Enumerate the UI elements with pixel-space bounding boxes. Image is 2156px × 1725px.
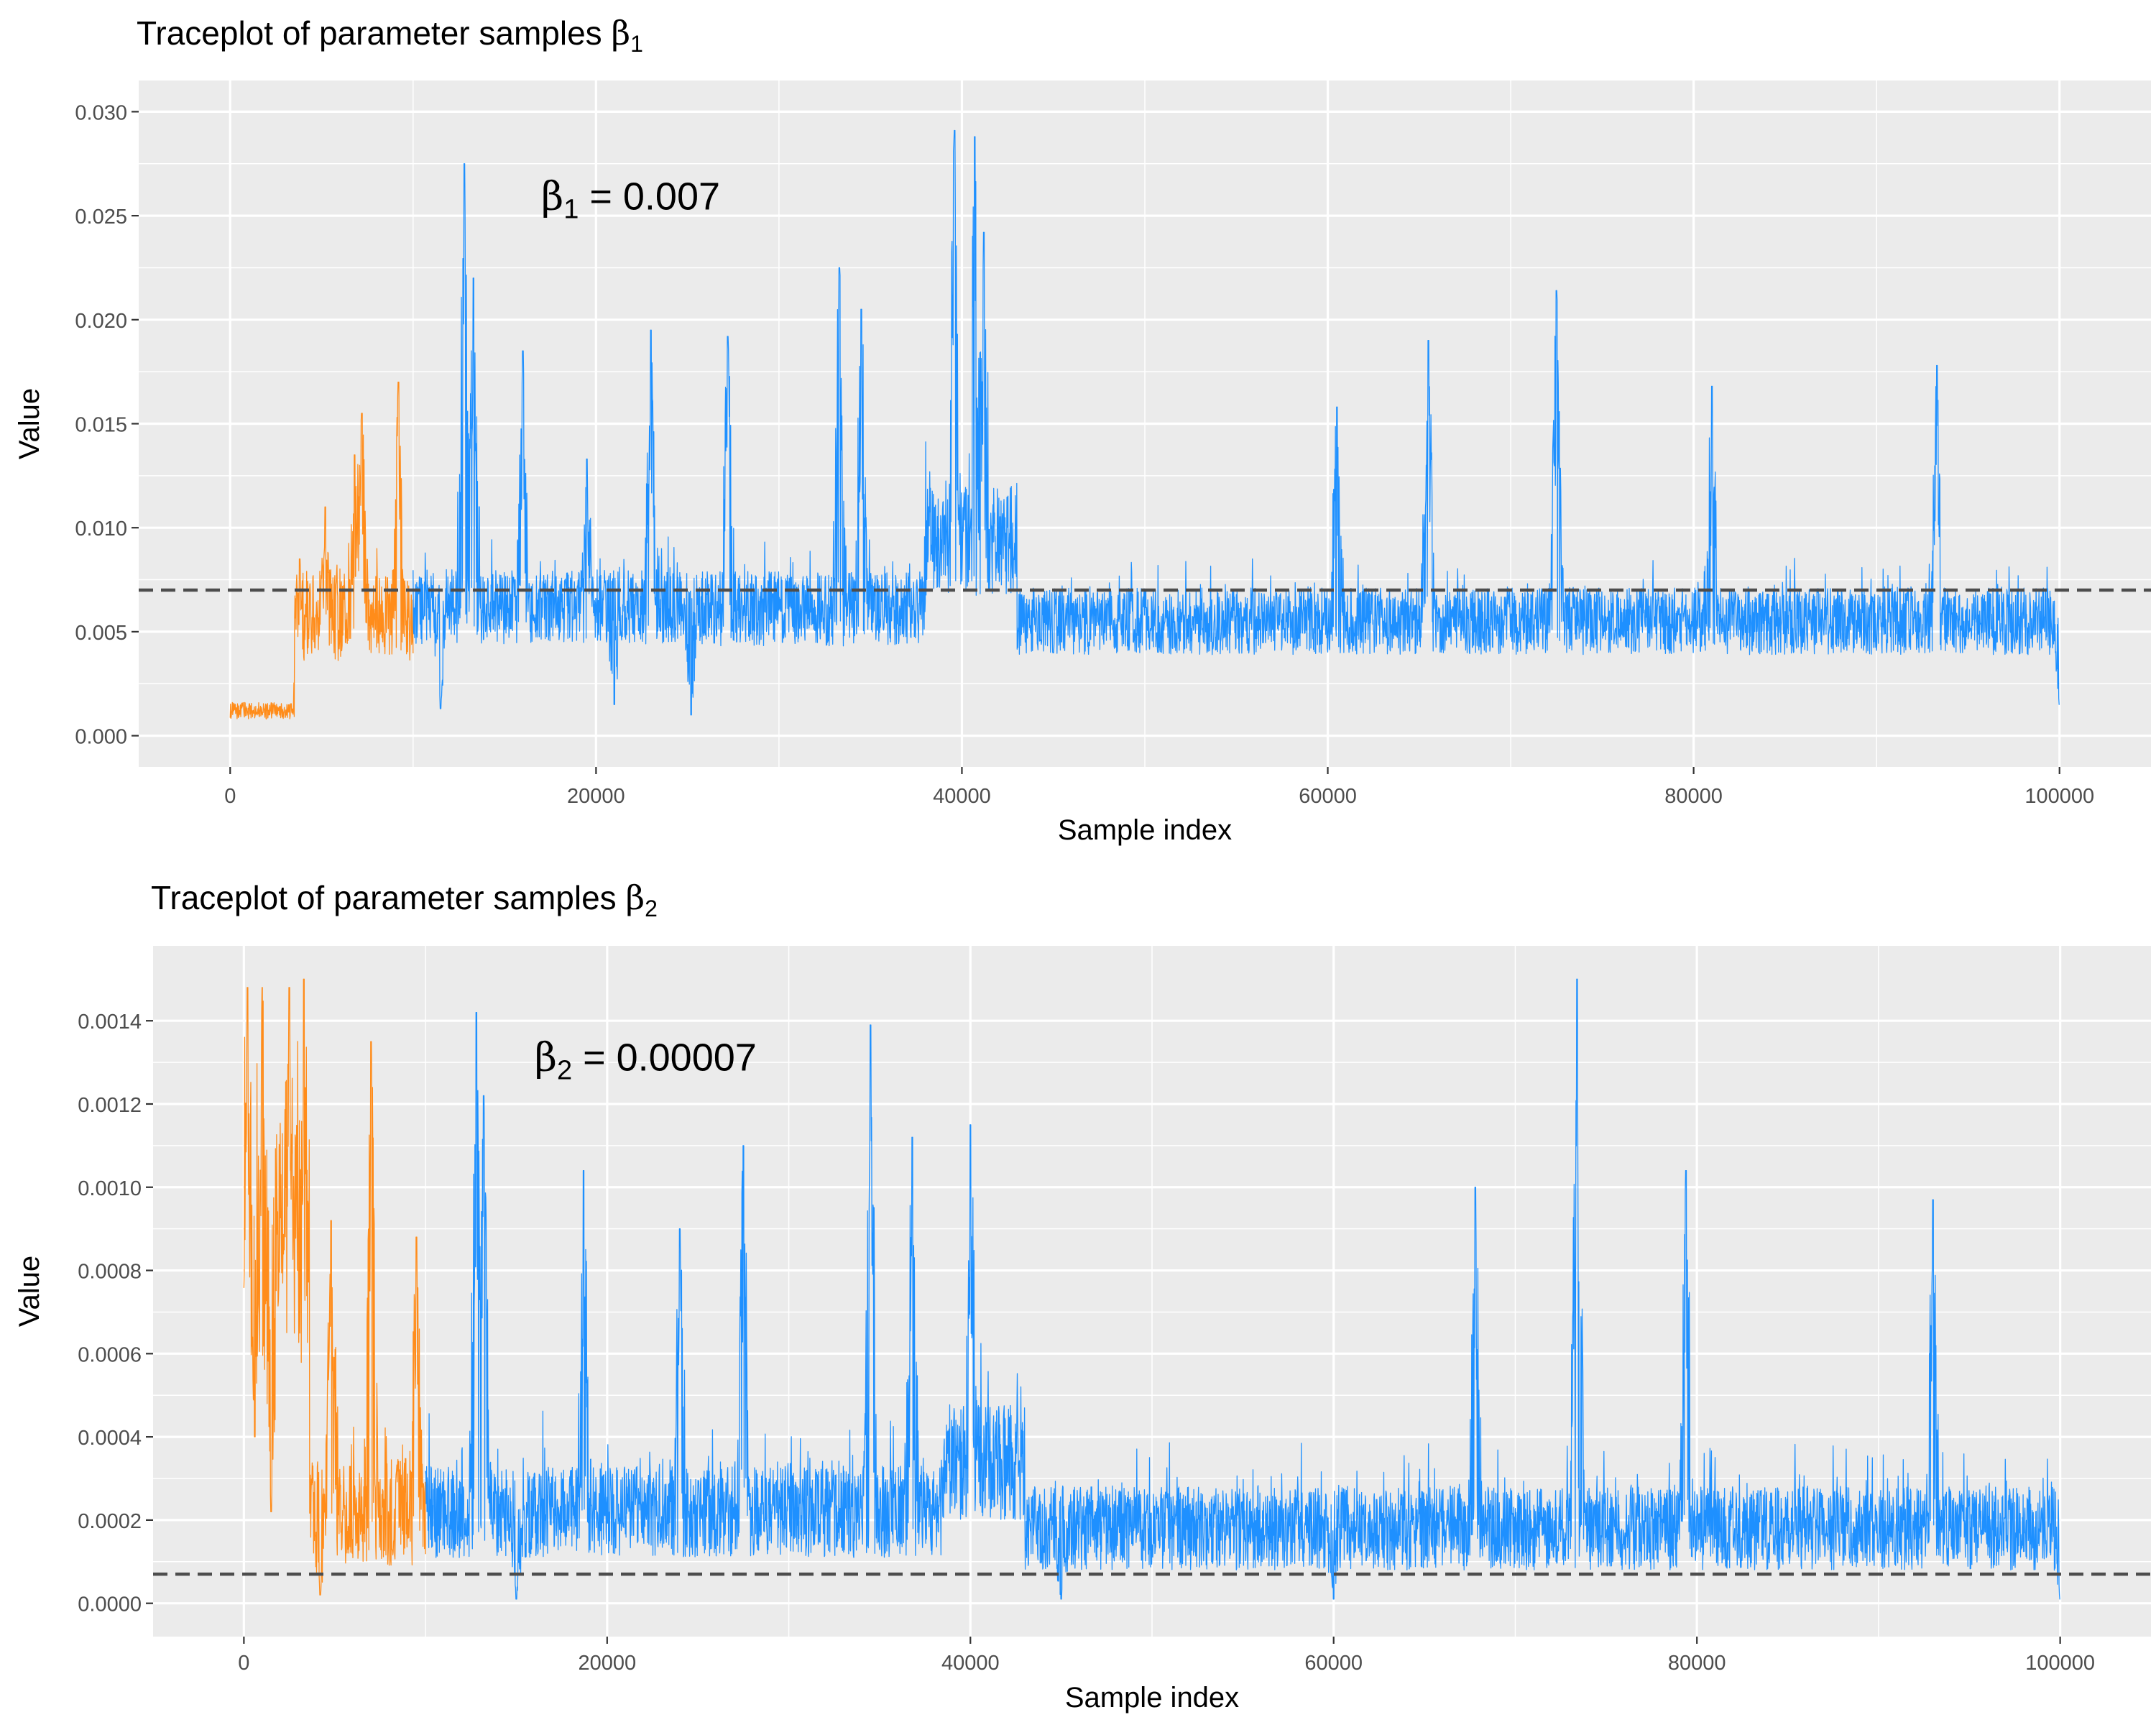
x-tick-label: 0 <box>224 785 236 808</box>
y-tick-label: 0.0008 <box>78 1261 142 1284</box>
y-tick-label: 0.0000 <box>78 1593 142 1616</box>
y-tick-label: 0.005 <box>75 622 127 645</box>
chart-1: Traceplot of parameter samples β1 β1 = 0.… <box>14 14 2151 846</box>
y-tick-label: 0.010 <box>75 518 127 540</box>
x-tick-label: 100000 <box>2024 785 2094 808</box>
trace-sampling <box>425 978 2060 1600</box>
estimate-annotation: β1 = 0.007 <box>541 173 720 224</box>
chart-title: Traceplot of parameter samples β2 <box>151 878 658 921</box>
axes: 0.0000 0.0002 0.0004 0.0006 0.0008 0.0010 0.00… <box>78 1011 2095 1675</box>
x-tick-label: 20000 <box>567 785 625 808</box>
y-axis-title: Value <box>14 1256 45 1327</box>
y-tick-label: 0.025 <box>75 206 127 229</box>
y-tick-label: 0.030 <box>75 101 127 124</box>
x-tick-label: 100000 <box>2025 1652 2095 1675</box>
y-tick-label: 0.0002 <box>78 1510 142 1533</box>
x-tick-label: 40000 <box>933 785 991 808</box>
x-tick-label: 80000 <box>1664 785 1723 808</box>
y-tick-label: 0.015 <box>75 414 127 437</box>
y-tick-label: 0.0010 <box>78 1177 142 1200</box>
chart-title: Traceplot of parameter samples β1 <box>137 14 643 57</box>
y-tick-label: 0.0004 <box>78 1427 142 1450</box>
axes: 0.000 0.005 0.010 0.015 0.020 0.025 0.030 0 2000… <box>75 101 2094 808</box>
trace-burn-in <box>243 978 426 1596</box>
y-tick-label: 0.0012 <box>78 1094 142 1117</box>
x-tick-label: 60000 <box>1299 785 1357 808</box>
x-axis-title: Sample index <box>1065 1682 1239 1714</box>
gridlines <box>153 946 2151 1637</box>
y-axis-title: Value <box>14 388 45 459</box>
estimate-annotation: β2 = 0.00007 <box>535 1035 757 1086</box>
x-tick-label: 80000 <box>1668 1652 1726 1675</box>
y-tick-label: 0.0014 <box>78 1011 142 1034</box>
y-tick-label: 0.0006 <box>78 1343 142 1366</box>
x-tick-label: 20000 <box>578 1652 636 1675</box>
x-tick-label: 60000 <box>1304 1652 1363 1675</box>
trace-sampling <box>413 129 2060 716</box>
x-tick-label: 40000 <box>941 1652 1000 1675</box>
trace-burn-in <box>229 381 414 719</box>
chart-2: Traceplot of parameter samples β2 β2 = 0.… <box>14 878 2151 1714</box>
y-tick-label: 0.020 <box>75 310 127 333</box>
x-axis-title: Sample index <box>1058 814 1232 846</box>
y-tick-label: 0.000 <box>75 726 127 749</box>
x-tick-label: 0 <box>238 1652 249 1675</box>
